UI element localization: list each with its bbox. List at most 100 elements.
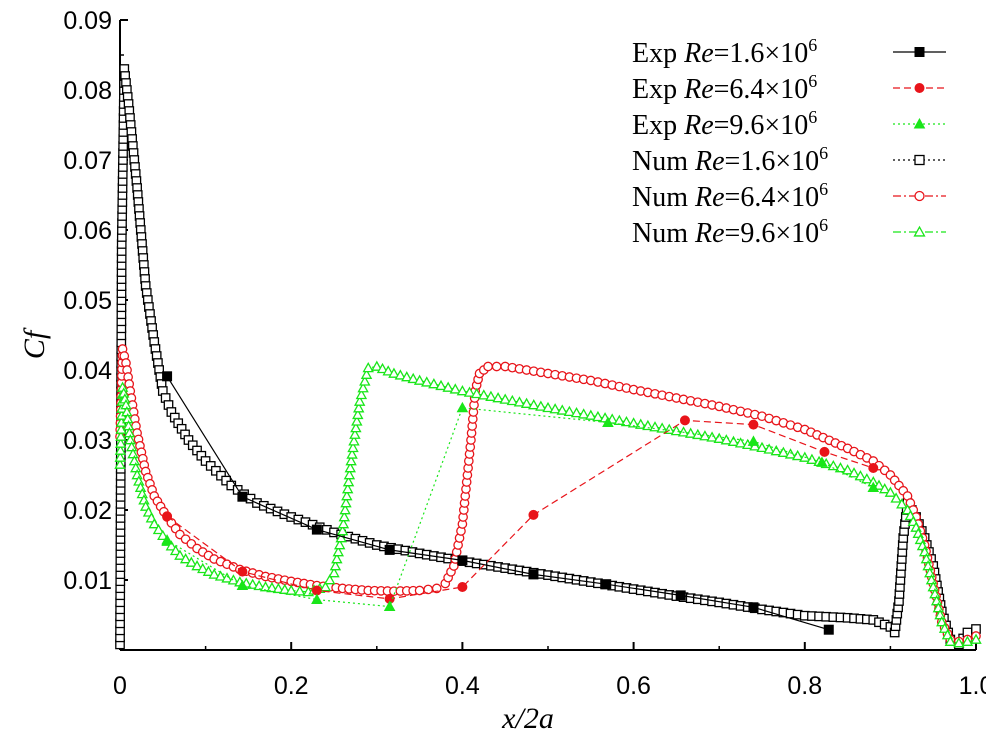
data-point: [601, 579, 612, 590]
data-point: [491, 361, 502, 372]
data-point: [351, 415, 363, 426]
data-point: [214, 570, 227, 581]
data-point: [346, 448, 358, 459]
data-point: [331, 553, 343, 564]
series-3: [161, 401, 880, 612]
legend-label: Num Re=6.4×106: [632, 179, 828, 213]
data-point: [333, 539, 346, 550]
x-axis-title: x/2a: [501, 702, 554, 735]
y-tick-label: 0.08: [63, 77, 112, 105]
data-point: [442, 381, 454, 392]
data-point: [341, 483, 354, 494]
data-point: [841, 464, 854, 475]
data-point: [577, 408, 590, 419]
data-point: [342, 476, 355, 487]
data-point: [520, 397, 533, 408]
data-point: [237, 566, 248, 577]
data-point: [221, 572, 233, 583]
data-point: [350, 421, 362, 433]
data-point: [371, 360, 383, 371]
data-point: [642, 419, 654, 431]
data-point: [337, 518, 350, 529]
data-point: [763, 443, 775, 454]
data-point: [670, 424, 683, 436]
data-point: [174, 549, 186, 560]
data-point: [360, 368, 373, 379]
y-tick-label: 0.09: [63, 7, 112, 35]
series-6: [114, 360, 982, 648]
data-point: [343, 469, 356, 480]
data-point: [456, 385, 469, 396]
data-point: [854, 470, 867, 481]
data-point: [927, 581, 939, 592]
data-point: [930, 595, 943, 606]
data-point: [592, 410, 604, 422]
data-point: [756, 441, 768, 453]
legend-marker: [914, 47, 925, 57]
data-point: [341, 490, 353, 501]
legend-entry: Exp Re=9.6×106: [632, 107, 946, 141]
y-tick-label: 0.03: [63, 427, 112, 455]
data-point: [961, 635, 974, 646]
x-tick-label: 1.0: [959, 672, 986, 700]
data-point: [868, 463, 879, 473]
data-point: [376, 362, 389, 374]
data-point: [272, 582, 285, 594]
data-point: [925, 574, 938, 585]
y-tick-label: 0.06: [63, 217, 112, 245]
series-line: [166, 375, 829, 631]
data-point: [816, 456, 828, 467]
data-point: [492, 392, 504, 403]
data-point: [169, 544, 182, 556]
data-point: [165, 540, 178, 551]
data-point: [347, 441, 359, 453]
data-point: [867, 481, 880, 493]
data-point: [770, 445, 782, 456]
data-point: [197, 562, 209, 574]
data-point: [359, 375, 371, 386]
y-tick-label: 0.04: [63, 357, 112, 385]
data-point: [819, 446, 830, 457]
data-point: [423, 584, 434, 595]
data-point: [394, 369, 407, 380]
data-point: [339, 504, 351, 515]
data-point: [413, 374, 426, 385]
data-point: [528, 399, 540, 410]
data-point: [349, 428, 361, 439]
x-tick-label: 0.4: [445, 672, 480, 700]
data-point: [513, 396, 526, 407]
data-point: [747, 435, 760, 446]
data-point: [556, 404, 568, 415]
data-point: [114, 437, 127, 448]
data-point: [848, 467, 860, 478]
data-point: [353, 402, 365, 413]
data-point: [266, 581, 278, 593]
data-point: [311, 524, 322, 535]
data-point: [162, 511, 173, 522]
data-point: [211, 465, 221, 476]
data-point: [407, 372, 419, 384]
data-point: [585, 409, 597, 420]
data-point: [329, 560, 342, 571]
data-point: [934, 609, 946, 620]
data-point: [161, 534, 173, 545]
data-point: [352, 408, 364, 420]
data-point: [528, 509, 539, 520]
data-point: [259, 581, 272, 592]
data-point: [706, 431, 718, 442]
legend-label: Exp Re=9.6×106: [632, 107, 817, 141]
data-point: [570, 406, 583, 418]
data-point: [216, 470, 226, 481]
data-point: [720, 434, 733, 445]
data-point: [929, 588, 941, 599]
data-point: [896, 498, 908, 509]
data-point: [924, 567, 936, 578]
data-point: [237, 491, 248, 502]
series-1: [162, 371, 834, 635]
data-point: [485, 390, 497, 401]
data-point: [542, 401, 554, 413]
data-point: [456, 401, 469, 413]
data-point: [294, 585, 306, 596]
